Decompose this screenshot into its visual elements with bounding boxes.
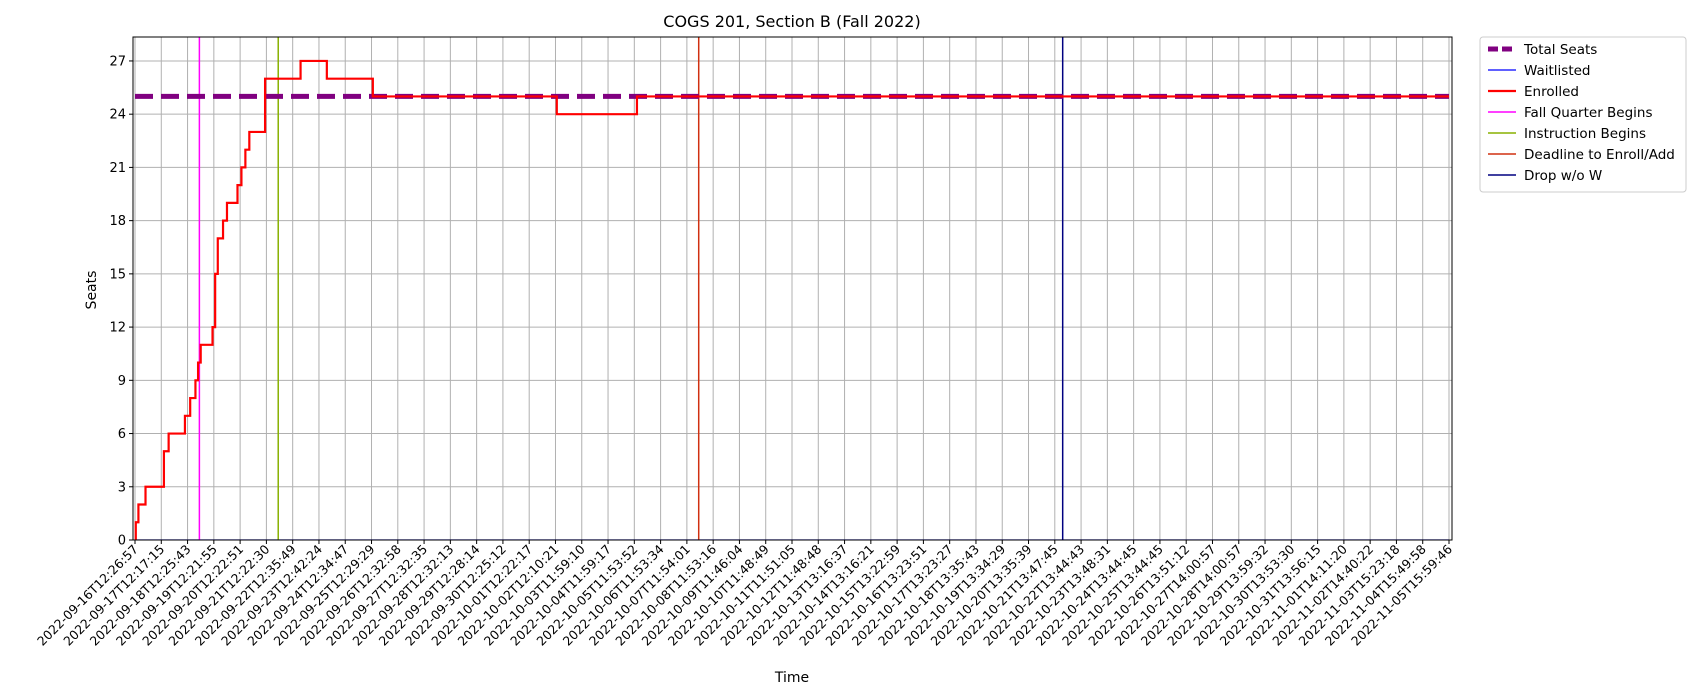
- y-tick-label: 18: [109, 214, 126, 229]
- y-tick-label: 9: [118, 374, 126, 389]
- chart-title: COGS 201, Section B (Fall 2022): [663, 12, 920, 31]
- axis-ticks: 2022-09-16T12:26:572022-09-17T12:17:1520…: [34, 54, 1455, 648]
- legend-label: Total Seats: [1523, 42, 1597, 58]
- legend-label: Instruction Begins: [1524, 126, 1646, 142]
- legend-label: Drop w/o W: [1524, 168, 1602, 184]
- y-tick-label: 12: [109, 321, 126, 336]
- enrolled-line: [134, 59, 1449, 540]
- y-tick-label: 27: [109, 54, 126, 69]
- y-axis-label: Seats: [84, 271, 100, 310]
- legend-box: [1479, 36, 1687, 193]
- y-tick-label: 6: [118, 427, 126, 442]
- legend-label: Enrolled: [1524, 84, 1579, 100]
- y-tick-label: 0: [118, 534, 126, 549]
- legend-label: Fall Quarter Begins: [1524, 105, 1653, 121]
- y-tick-label: 15: [109, 267, 126, 282]
- y-tick-label: 21: [109, 161, 126, 176]
- plot-lines: [134, 37, 1449, 540]
- legend-label: Waitlisted: [1524, 63, 1591, 79]
- x-axis-label: Time: [774, 670, 809, 686]
- y-tick-label: 24: [109, 108, 126, 123]
- legend: Total Seats Waitlisted Enrolled Fall Quarte…: [1479, 36, 1687, 193]
- y-tick-label: 3: [118, 480, 126, 495]
- grid: [133, 37, 1452, 541]
- legend-label: Deadline to Enroll/Add: [1524, 147, 1675, 163]
